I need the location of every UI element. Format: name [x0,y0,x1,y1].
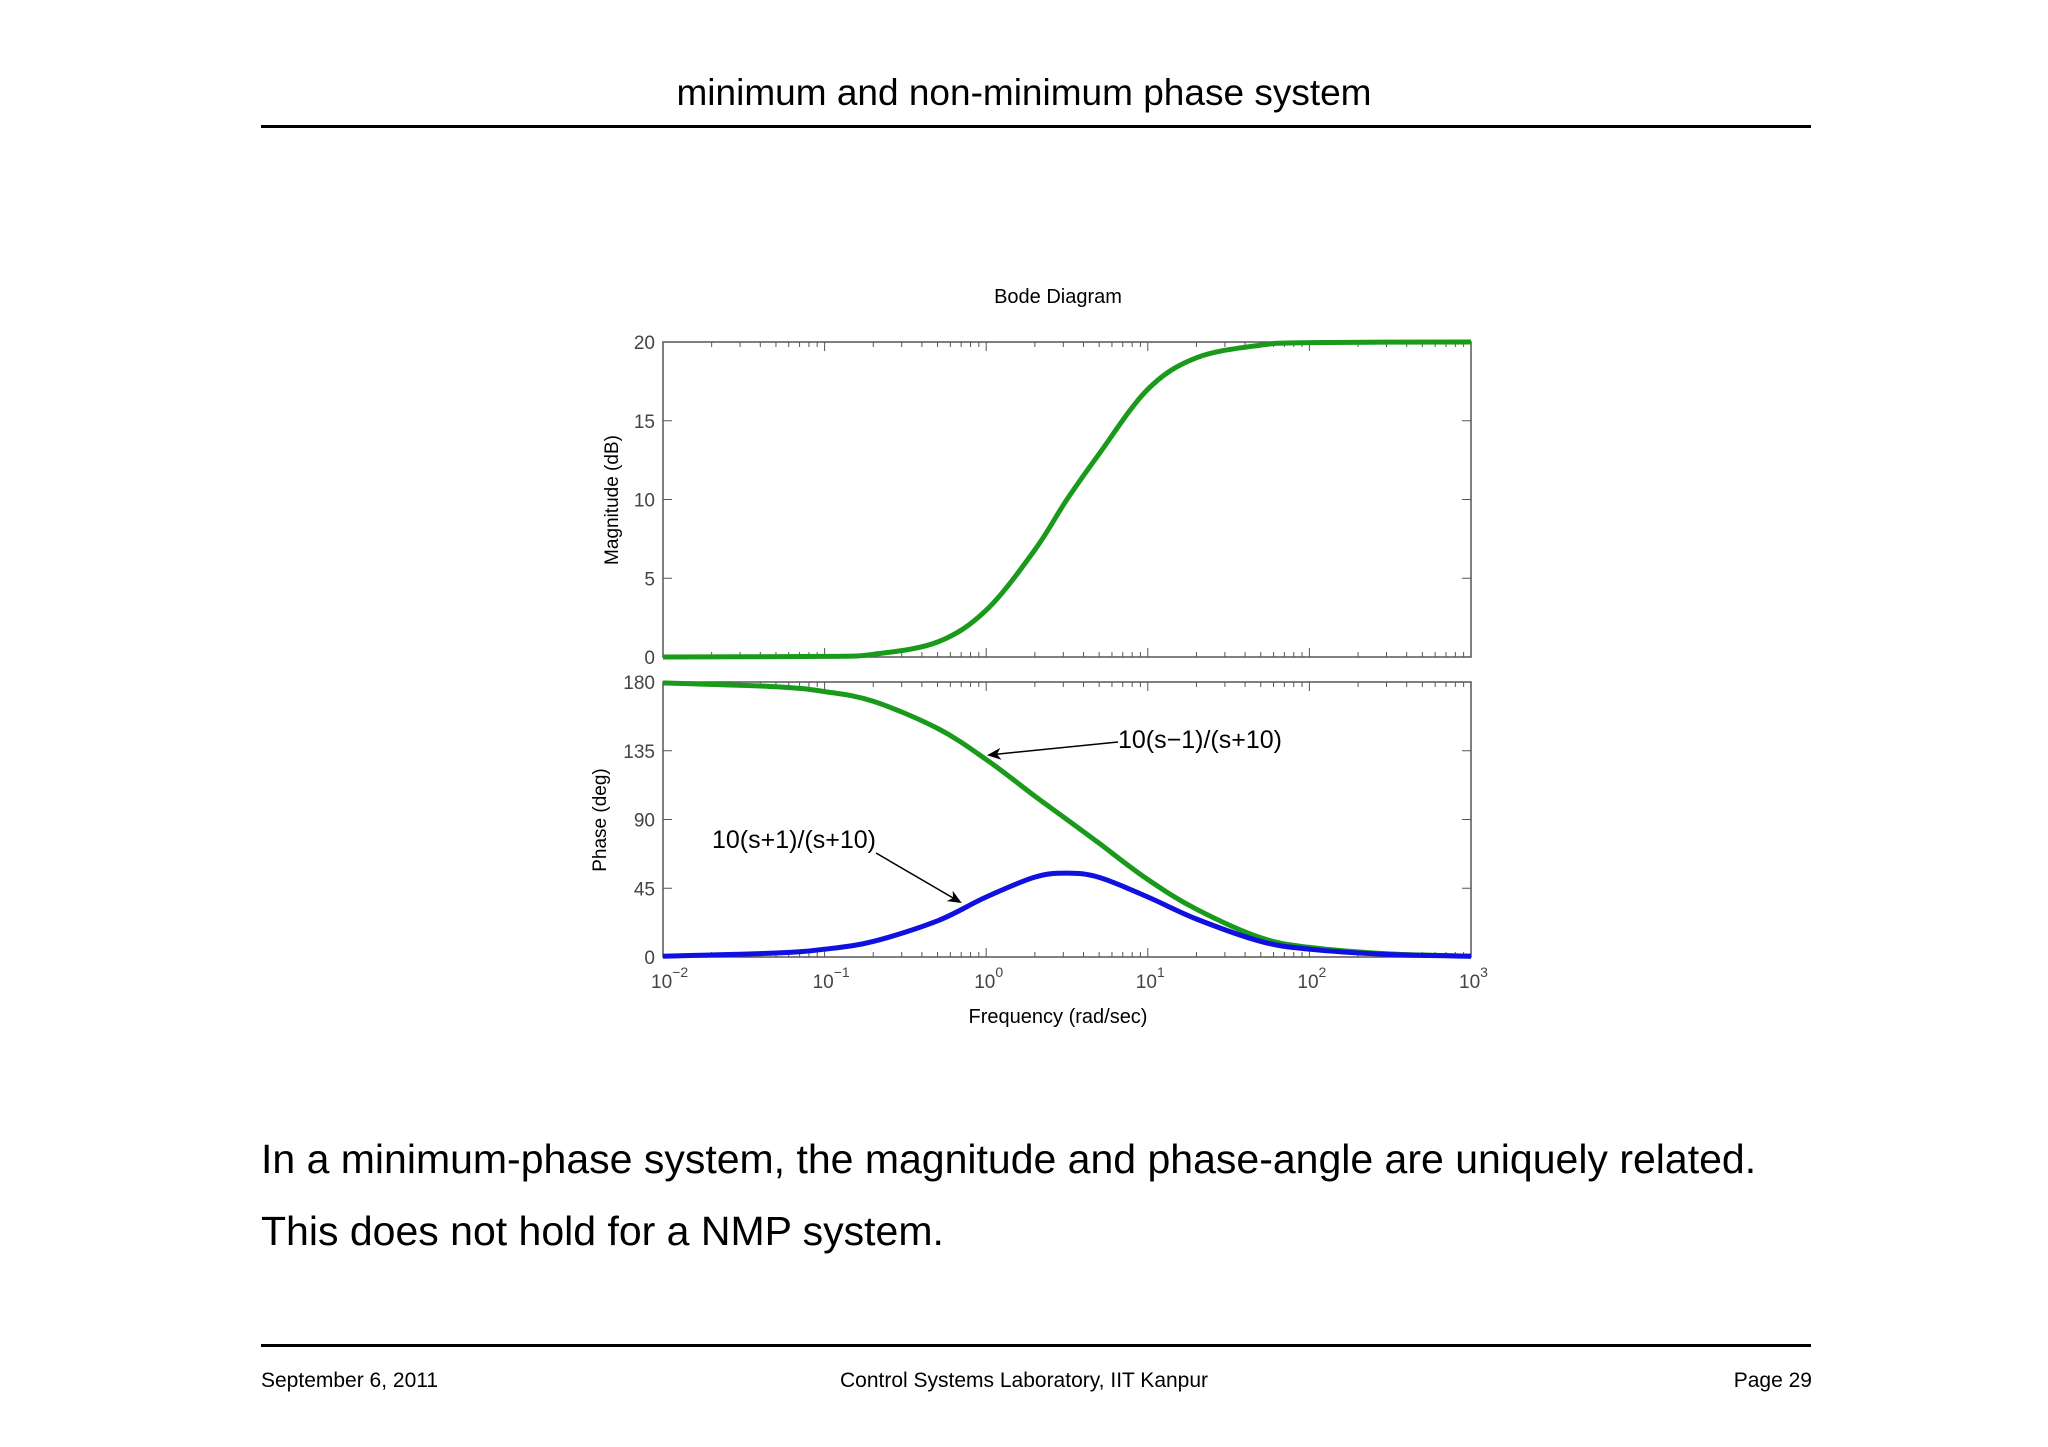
ph-y-tick-label: 0 [644,948,655,969]
ph-y-tick-label: 135 [623,742,655,763]
phase-series [662,680,1472,959]
ph-series-line [662,680,1472,959]
mag-y-tick-label: 0 [644,648,655,669]
ph-y-tick-label: 180 [623,673,655,694]
ph-y-tick-label: 90 [634,811,655,832]
nmp-arrow [987,741,1119,760]
x-axis-label: Frequency (rad/sec) [969,1006,1148,1028]
footer-date: September 6, 2011 [261,1369,439,1392]
annotation-mp: 10(s+1)/(s+10) [712,826,876,854]
ph-series-line [662,870,1472,959]
body-line-2: This does not hold for a NMP system. [261,1208,944,1254]
magnitude-series [662,339,1472,660]
mag-y-tick-label: 10 [634,491,655,512]
footer-page: Page 29 [1733,1369,1812,1392]
mag-series-line [662,339,1472,660]
phase-y-tick-labels: 0 45 90 135 180 [623,673,655,969]
ph-y-tick-label: 45 [634,879,655,900]
body-line-1: In a minimum-phase system, the magnitude… [261,1136,1757,1182]
x-tick-label: 100 [974,964,1003,993]
mag-y-tick-label: 20 [634,333,655,354]
x-tick-label: 103 [1459,964,1488,993]
annotation-nmp: 10(s−1)/(s+10) [1118,726,1282,754]
slide-title: minimum and non-minimum phase system [676,72,1372,113]
magnitude-ylabel: Magnitude (dB) [602,435,623,565]
chart-title: Bode Diagram [994,286,1122,308]
x-tick-label: 10−2 [651,964,688,993]
x-tick-labels: 10−2 10−1 100 101 102 103 [651,964,1488,993]
magnitude-y-tick-labels: 0 5 10 15 20 [634,333,655,669]
x-tick-label: 102 [1297,964,1326,993]
footer-rule [261,1344,1811,1347]
mp-arrow [875,852,962,904]
footer-lab: Control Systems Laboratory, IIT Kanpur [839,1369,1209,1392]
x-tick-label: 101 [1136,964,1165,993]
bode-chart: Bode Diagram 0 5 10 15 20 Magnitude (dB) 0 45… [590,286,1488,1028]
mag-y-tick-label: 5 [644,569,655,590]
phase-ylabel: Phase (deg) [590,768,611,872]
x-tick-label: 10−1 [813,964,850,993]
header-rule [261,125,1811,128]
mag-y-tick-label: 15 [634,412,655,433]
